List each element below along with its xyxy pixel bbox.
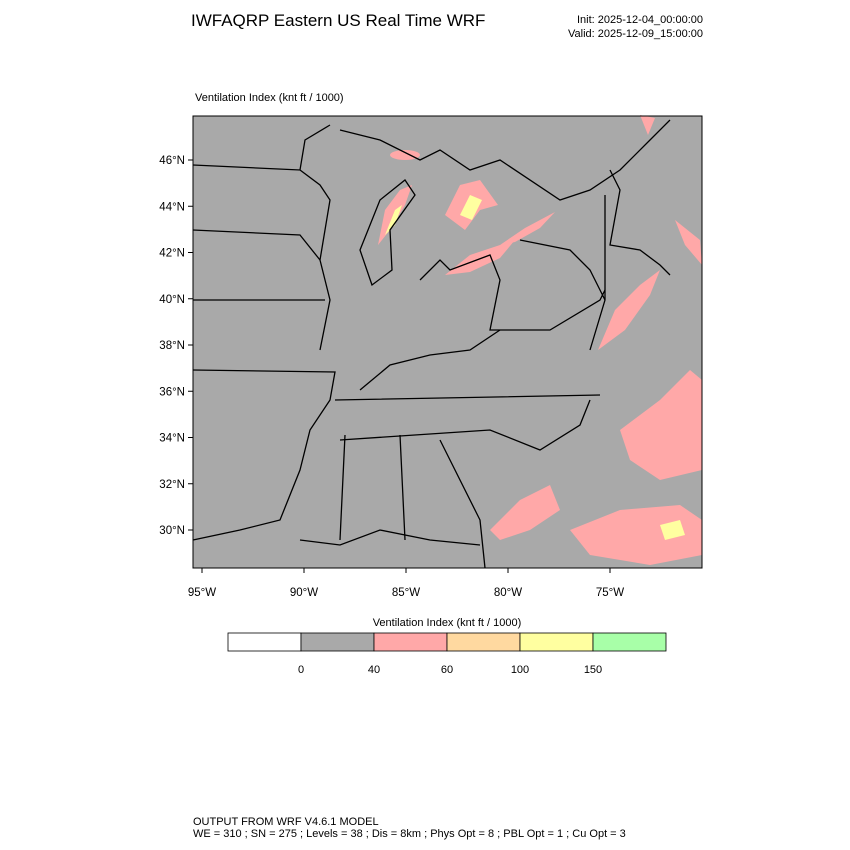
init-time: Init: 2025-12-04_00:00:00 [577, 14, 703, 26]
lon-label: 85°W [392, 587, 420, 599]
map [192, 115, 703, 569]
colorbar-label: 0 [298, 664, 304, 676]
lon-label: 80°W [494, 587, 522, 599]
lon-label: 75°W [596, 587, 624, 599]
boundaries [192, 119, 671, 569]
colorbar-label: 60 [441, 664, 453, 676]
colorbar: 0 40 60 100 150 [227, 632, 667, 676]
lat-label: 42°N [159, 248, 185, 260]
colorbar-label: 40 [368, 664, 380, 676]
lat-label: 30°N [159, 525, 185, 537]
colorbar-box [592, 632, 667, 652]
colorbar-label: 100 [511, 664, 529, 676]
lat-label: 44°N [159, 201, 185, 213]
map-subtitle: Ventilation Index (knt ft / 1000) [195, 92, 344, 104]
title: IWFAQRP Eastern US Real Time WRF [191, 11, 485, 30]
valid-time: Valid: 2025-12-09_15:00:00 [568, 28, 703, 40]
footer-line1: OUTPUT FROM WRF V4.6.1 MODEL [193, 816, 379, 828]
lat-label: 34°N [159, 433, 185, 445]
colorbar-box [227, 632, 302, 652]
lat-label: 38°N [159, 340, 185, 352]
very-high-index-areas [385, 195, 685, 540]
lat-label: 46°N [159, 155, 185, 167]
colorbar-title: Ventilation Index (knt ft / 1000) [373, 617, 522, 629]
colorbar-box [300, 632, 375, 652]
lat-label: 32°N [159, 479, 185, 491]
lat-label: 40°N [159, 294, 185, 306]
lon-labels: 95°W 90°W 85°W 80°W 75°W [188, 568, 624, 599]
lon-label: 95°W [188, 587, 216, 599]
lon-label: 90°W [290, 587, 318, 599]
colorbar-label: 150 [584, 664, 602, 676]
lat-labels: 46°N 44°N 42°N 40°N 38°N 36°N 34°N 32°N 30°N [159, 155, 193, 537]
map-frame [192, 115, 703, 569]
map-background [193, 116, 702, 568]
high-index-areas [378, 115, 702, 565]
footer-line2: WE = 310 ; SN = 275 ; Levels = 38 ; Dis … [193, 828, 626, 840]
colorbar-box [446, 632, 521, 652]
colorbar-box [373, 632, 448, 652]
colorbar-box [519, 632, 594, 652]
lat-label: 36°N [159, 386, 185, 398]
